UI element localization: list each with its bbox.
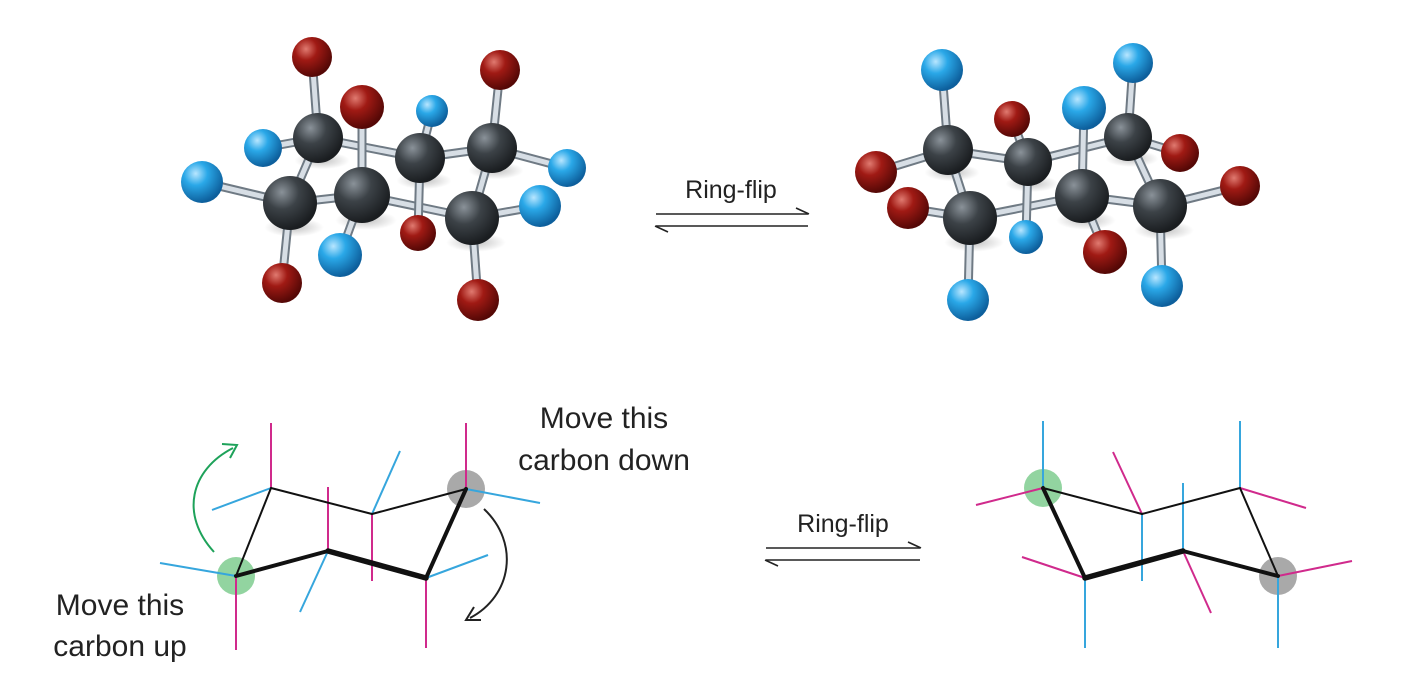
hydrogen-atom-red — [457, 279, 499, 321]
chair-model-right — [855, 43, 1260, 321]
move-up-label-line1: Move this — [56, 589, 184, 622]
hydrogen-atom-blue — [181, 161, 223, 203]
hydrogen-atom-red — [480, 50, 520, 90]
carbon-atom — [467, 123, 517, 173]
hydrogen-atom-red — [400, 215, 436, 251]
carbon-atom — [445, 191, 499, 245]
ring-flip-label-bottom: Ring-flip — [797, 510, 889, 538]
equatorial-bonds — [975, 451, 1353, 614]
carbon-atom — [923, 125, 973, 175]
ring-bonds — [234, 487, 468, 581]
hydrogen-atom-red — [1161, 134, 1199, 172]
hydrogen-atom-blue — [318, 233, 362, 277]
chair-model-left — [181, 37, 586, 321]
hydrogen-atom-red — [1083, 230, 1127, 274]
hydrogen-atom-blue — [1113, 43, 1153, 83]
carbon-atom — [293, 113, 343, 163]
move-up-label-line2: carbon up — [53, 630, 186, 663]
hydrogen-atom-blue — [1141, 265, 1183, 307]
curved-arrow-up-icon — [192, 443, 239, 553]
hydrogen-atom-red — [887, 187, 929, 229]
hydrogen-atom-blue — [548, 149, 586, 187]
hydrogen-atom-red — [1220, 166, 1260, 206]
carbon-atom — [1004, 138, 1052, 186]
axial-bonds — [235, 423, 467, 650]
carbon-atom — [1104, 113, 1152, 161]
hydrogen-atom-red — [994, 101, 1030, 137]
hydrogen-atom-blue — [416, 95, 448, 127]
chair-drawing-left — [159, 423, 541, 650]
axial-bonds — [1042, 421, 1279, 648]
equilibrium-arrows-icon — [764, 541, 922, 567]
carbon-atom — [943, 191, 997, 245]
carbon-atom — [1055, 169, 1109, 223]
carbon-atom — [395, 133, 445, 183]
ring-flip-label-top: Ring-flip — [685, 176, 777, 204]
equilibrium-arrows-icon — [654, 207, 810, 233]
move-down-label-line2: carbon down — [518, 444, 690, 477]
carbon-atom — [1133, 179, 1187, 233]
hydrogen-atom-red — [855, 151, 897, 193]
curved-arrow-down-icon — [464, 508, 508, 621]
hydrogen-atom-blue — [947, 279, 989, 321]
hydrogen-atom-blue — [1009, 220, 1043, 254]
move-down-label-line1: Move this — [540, 402, 668, 435]
equatorial-bonds — [159, 450, 541, 613]
hydrogen-atom-blue — [519, 185, 561, 227]
hydrogen-atom-blue — [1062, 86, 1106, 130]
chair-drawing-right — [975, 421, 1353, 648]
hydrogen-atom-red — [262, 263, 302, 303]
hydrogen-atom-blue — [921, 49, 963, 91]
ring-bonds — [1041, 486, 1280, 581]
hydrogen-atom-blue — [244, 129, 282, 167]
carbon-atom — [263, 176, 317, 230]
hydrogen-atom-red — [292, 37, 332, 77]
hydrogen-atom-red — [340, 85, 384, 129]
carbon-atom — [334, 167, 390, 223]
